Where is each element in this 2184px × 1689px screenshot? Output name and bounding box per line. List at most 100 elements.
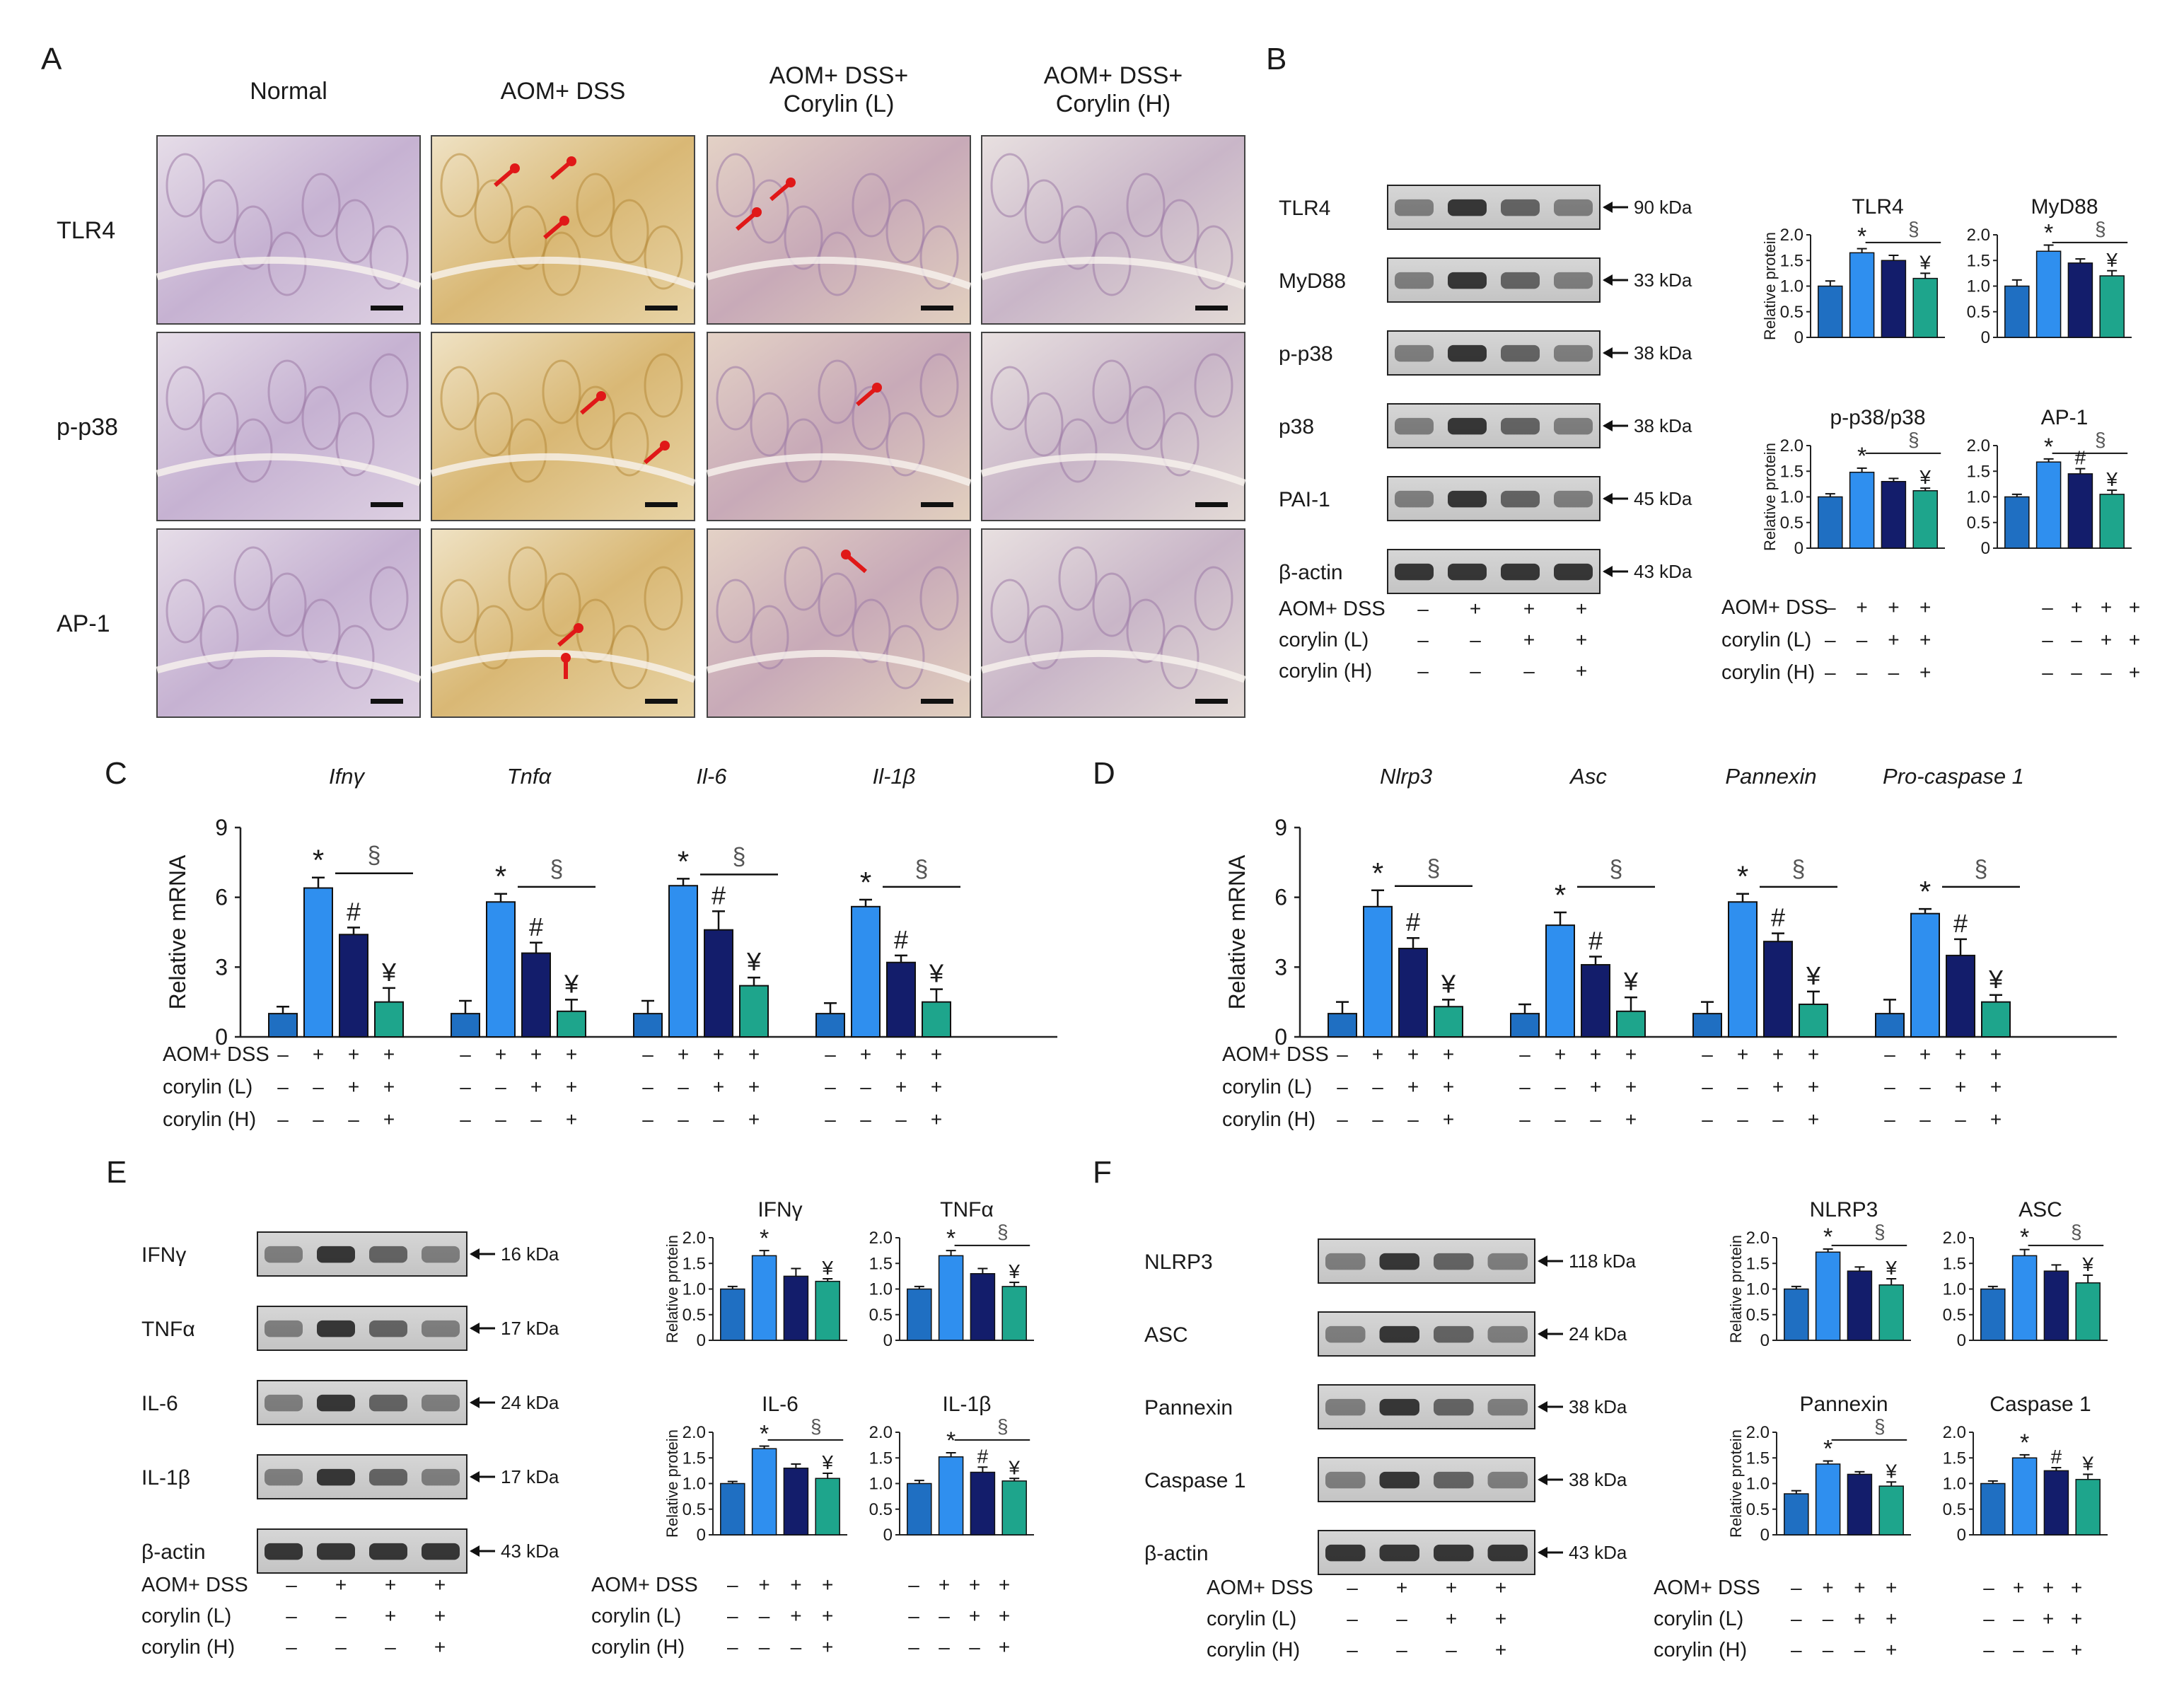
treatment-sign: + [2071, 1577, 2082, 1598]
treatment-sign: + [790, 1574, 801, 1596]
significance-mark: ¥ [1441, 969, 1456, 998]
treatment-sign: – [2042, 596, 2053, 618]
y-axis-label: Relative protein [1761, 232, 1779, 340]
bar [1001, 1286, 1027, 1341]
y-tick-label: 0 [1760, 1331, 1770, 1350]
treatment-sign: + [1886, 1639, 1897, 1661]
treatment-sign: + [495, 1043, 506, 1065]
treatment-sign: – [460, 1043, 471, 1065]
red-arrow-icon [550, 156, 576, 180]
blot-band [265, 1320, 303, 1337]
treatment-sign: + [1446, 1608, 1457, 1630]
blot-band [369, 1320, 407, 1337]
bar [2067, 262, 2093, 338]
treatment-label: corylin (L) [1207, 1608, 1296, 1630]
bar [1434, 1006, 1463, 1038]
blot-band [1501, 417, 1540, 435]
blot-band [1379, 1325, 1419, 1343]
significance-mark: * [1737, 860, 1748, 893]
blot-band [1554, 563, 1593, 581]
significance-mark: ¥ [1008, 1260, 1020, 1282]
treatment-sign: – [727, 1574, 738, 1596]
treatment-sign: + [860, 1043, 871, 1065]
treatment-sign: + [1886, 1577, 1897, 1598]
treatment-table: AOM+ DSS–+++corylin (L)––++corylin (H)––… [1207, 1577, 1506, 1661]
bar [907, 1482, 932, 1536]
bracket-mark: § [997, 1415, 1009, 1437]
red-arrow-icon [736, 207, 762, 231]
treatment-sign: – [530, 1108, 542, 1130]
significance-mark: * [1823, 1224, 1832, 1250]
treatment-sign: + [678, 1043, 689, 1065]
bracket-mark: § [550, 856, 564, 883]
bar [1912, 277, 1938, 338]
treatment-sign: – [1372, 1076, 1383, 1098]
treatment-sign: + [434, 1574, 446, 1596]
gene-label: Ifnγ [329, 764, 365, 789]
bar [815, 1478, 840, 1536]
grouped-bar-chart-c: 0 3 6 9 Relative mRNA Ifnγ – – – * + – – # + + – ¥ + + + § Tnf… [163, 764, 1057, 1131]
treatment-sign: + [1625, 1108, 1637, 1130]
bracket-mark: § [368, 842, 381, 869]
panel-label-e: E [106, 1155, 127, 1190]
significance-mark: ¥ [1885, 1257, 1897, 1279]
treatment-sign: + [969, 1605, 980, 1627]
treatment-table: AOM+ DSS–+++corylin (L)––++corylin (H)––… [591, 1574, 833, 1659]
bar [1912, 490, 1938, 549]
blot-band [1554, 199, 1593, 216]
treatment-sign: + [1590, 1043, 1601, 1065]
blot-label: p38 [1279, 415, 1314, 439]
ihc-image [706, 135, 972, 325]
ihc-image [980, 332, 1246, 521]
significance-mark: * [1372, 857, 1383, 890]
treatment-label: corylin (H) [1222, 1108, 1315, 1131]
treatment-label: corylin (H) [591, 1636, 685, 1659]
y-tick-label: 2.0 [1746, 1229, 1770, 1248]
scale-bar [921, 502, 953, 507]
bar [751, 1448, 777, 1536]
treatment-sign: – [1919, 1076, 1931, 1098]
red-arrow-icon [580, 391, 606, 415]
scale-bar [921, 306, 953, 310]
treatment-sign: + [2101, 629, 2112, 651]
blot-band [1434, 1325, 1474, 1343]
treatment-sign: – [335, 1605, 347, 1627]
red-arrow-icon [543, 216, 569, 240]
treatment-sign: + [931, 1043, 942, 1065]
treatment-sign: + [383, 1108, 395, 1130]
blot-band [1395, 272, 1434, 289]
treatment-sign: – [1470, 660, 1481, 682]
blot-band [1325, 1253, 1366, 1270]
treatment-sign: + [822, 1605, 833, 1627]
blot-strip [257, 1454, 467, 1499]
y-tick-label: 1.5 [1967, 251, 1990, 270]
treatment-sign: – [791, 1636, 802, 1658]
bracket-mark: § [1908, 429, 1919, 451]
treatment-sign: + [1919, 661, 1931, 683]
bracket-mark: § [1975, 856, 1988, 883]
ihc-image [706, 528, 972, 718]
column-header: Corylin (H) [1056, 91, 1171, 117]
significance-mark: ¥ [1806, 961, 1821, 990]
treatment-sign: – [348, 1108, 359, 1130]
blot-band [369, 1246, 407, 1263]
blot-strip [1387, 185, 1601, 230]
blot-band [265, 1394, 303, 1412]
significance-mark: * [1823, 1436, 1832, 1463]
column-header: AOM+ DSS+ [769, 62, 909, 89]
treatment-sign: – [759, 1636, 770, 1658]
treatment-sign: + [1625, 1076, 1637, 1098]
ihc-image [156, 332, 422, 521]
bar [1878, 1485, 1904, 1536]
column-header: AOM+ DSS [501, 78, 626, 105]
treatment-sign: + [822, 1636, 833, 1658]
small-bar-chart: ASC 0 0.5 1.0 1.5 2.0 * ¥ § [1943, 1198, 2108, 1350]
treatment-sign: + [748, 1076, 760, 1098]
blot-strip [1318, 1311, 1535, 1357]
bracket-mark: § [2095, 429, 2106, 451]
bar [374, 1001, 404, 1038]
bracket-mark: § [2071, 1221, 2082, 1243]
